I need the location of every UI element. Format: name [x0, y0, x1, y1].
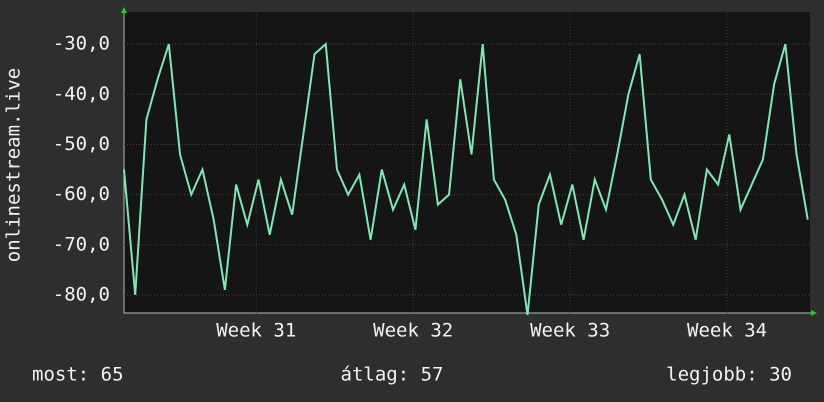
x-tick-label: Week 33 [530, 320, 610, 342]
y-arrow [121, 7, 127, 13]
plot-area [124, 12, 810, 313]
footer-average: átlag: 57 [341, 364, 444, 386]
y-tick-label: -60,0 [53, 183, 110, 205]
footer-max: legjobb: 30 [666, 364, 792, 386]
line-series [123, 42, 809, 316]
y-tick-label: -50,0 [53, 133, 110, 155]
y-tick-label: -80,0 [53, 283, 110, 305]
y-axis-label: onlinestream.live [3, 68, 25, 262]
x-arrow [811, 310, 817, 316]
y-tick-label: -30,0 [53, 33, 110, 55]
x-tick-label: Week 31 [216, 320, 296, 342]
x-tick-label: Week 32 [373, 320, 453, 342]
footer-current: most: 65 [32, 364, 124, 386]
x-tick-label: Week 34 [687, 320, 767, 342]
y-tick-label: -40,0 [53, 83, 110, 105]
y-tick-label: -70,0 [53, 233, 110, 255]
